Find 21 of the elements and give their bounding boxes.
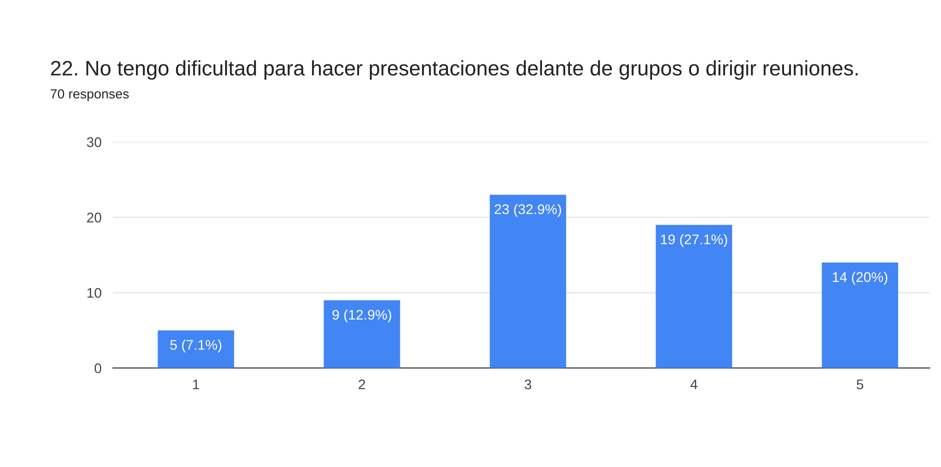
x-tick-label: 3	[524, 379, 532, 390]
y-tick-label: 20	[87, 212, 102, 222]
chart-subtitle: 70 responses	[50, 89, 129, 102]
bar	[490, 194, 566, 368]
y-tick-label: 10	[87, 288, 102, 298]
y-tick-label: 0	[94, 363, 102, 374]
x-tick-label: 4	[690, 380, 698, 390]
bar	[822, 262, 898, 368]
bar	[324, 300, 400, 368]
x-tick-label: 5	[856, 380, 864, 390]
data-label: 23 (32.9%)	[494, 204, 562, 217]
bar	[656, 224, 732, 368]
y-tick-label: 30	[86, 137, 102, 148]
x-tick-label: 1	[193, 380, 200, 390]
data-label: 5 (7.1%)	[170, 340, 222, 353]
chart-title: 22. No tengo dificultad para hacer presentaciones delante de grupos o dirigir reuniones.	[51, 60, 858, 80]
x-tick-label: 2	[358, 379, 366, 390]
data-label: 9 (12.9%)	[332, 309, 392, 322]
bar	[158, 330, 234, 368]
data-label: 14 (20%)	[832, 272, 888, 285]
data-label: 19 (27.1%)	[661, 234, 728, 248]
